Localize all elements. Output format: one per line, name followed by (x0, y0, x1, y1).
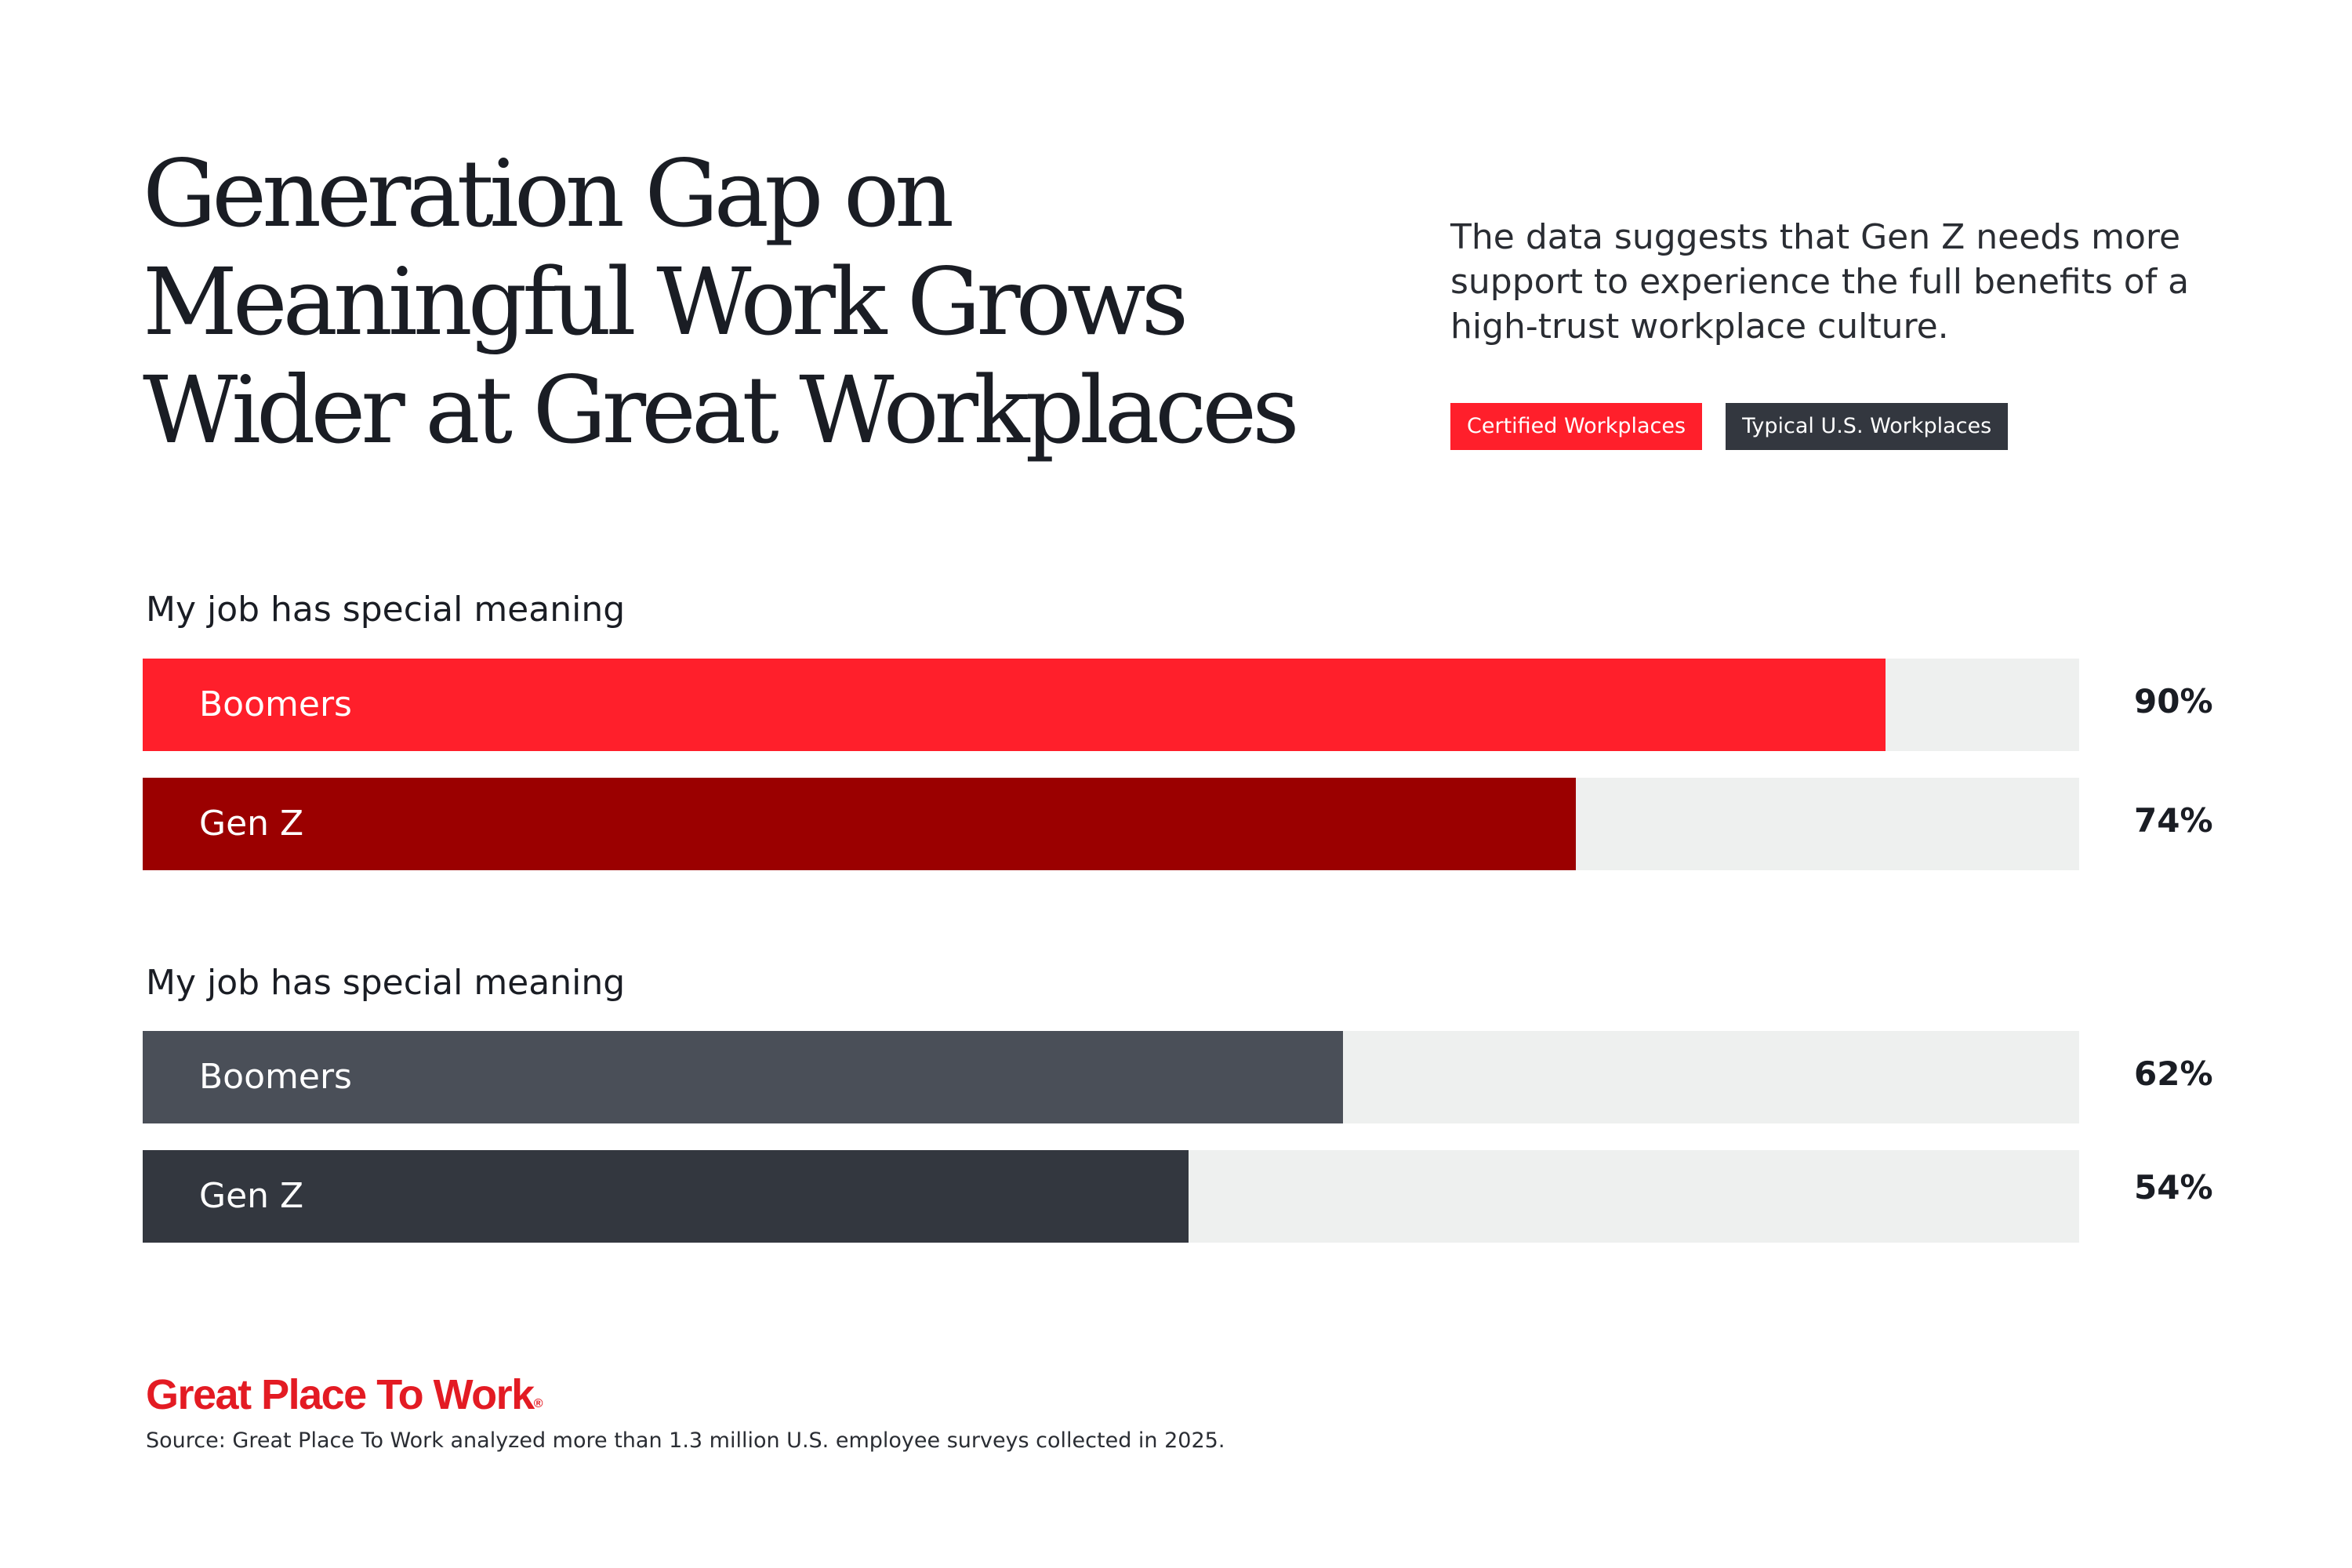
brand-logo: Great Place To Work® (146, 1370, 543, 1419)
bar-track: Boomers (143, 1031, 2079, 1123)
group-label-typical: My job has special meaning (146, 963, 626, 1003)
chart-title: Generation Gap on Meaningful Work Grows … (143, 140, 1366, 464)
bar-category-label: Boomers (199, 1057, 352, 1097)
bar-typical-genz (143, 1150, 1189, 1243)
chart-title-line: Generation Gap on (143, 140, 954, 248)
bar-category-label: Gen Z (199, 1176, 304, 1216)
bar-track: Boomers (143, 659, 2079, 751)
chart-title-line: Wider at Great Workplaces (143, 356, 1300, 464)
bar-certified-boomers (143, 659, 1886, 751)
bar-category-label: Boomers (199, 684, 352, 724)
brand-registered-mark: ® (533, 1397, 543, 1410)
bar-certified-genz (143, 778, 1576, 870)
bar-category-label: Gen Z (199, 804, 304, 844)
source-note: Source: Great Place To Work analyzed mor… (146, 1428, 1225, 1453)
group-label-certified: My job has special meaning (146, 590, 626, 630)
legend: Certified Workplaces Typical U.S. Workpl… (1450, 403, 2009, 450)
bar-value-label: 54% (2134, 1168, 2213, 1207)
legend-item-typical: Typical U.S. Workplaces (1726, 403, 2009, 450)
bar-value-label: 62% (2134, 1054, 2213, 1093)
bar-typical-boomers (143, 1031, 1344, 1123)
bar-value-label: 74% (2134, 801, 2213, 840)
chart-title-line: Meaningful Work Grows (143, 248, 1189, 356)
bar-value-label: 90% (2134, 682, 2213, 720)
bar-track: Gen Z (143, 1150, 2079, 1243)
brand-name: Great Place To Work (146, 1371, 535, 1418)
chart-subtitle: The data suggests that Gen Z needs more … (1450, 217, 2190, 347)
bar-track: Gen Z (143, 778, 2079, 870)
legend-item-certified: Certified Workplaces (1450, 403, 1703, 450)
